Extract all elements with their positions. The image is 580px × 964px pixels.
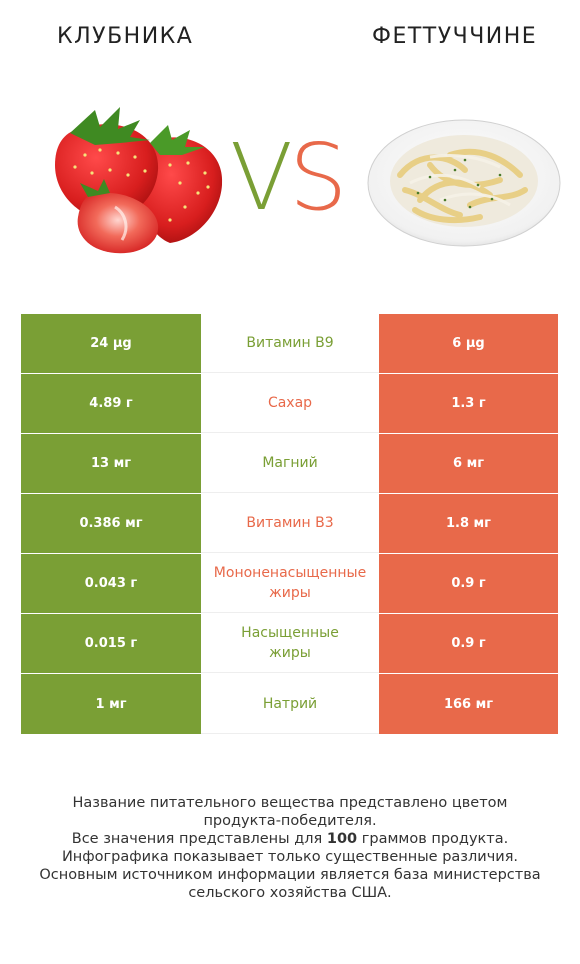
comparison-table: 24 µg Витамин B9 6 µg 4.89 г Сахар 1.3 г… [21, 314, 558, 734]
left-value: 1 мг [21, 674, 201, 734]
left-value: 0.043 г [21, 554, 201, 613]
left-product-title: КЛУБНИКА [57, 24, 194, 49]
footnote-text: Все значения представлены для [71, 831, 327, 847]
nutrient-name: Магний [201, 434, 379, 493]
table-row: 4.89 г Сахар 1.3 г [21, 374, 558, 434]
left-value: 13 мг [21, 434, 201, 493]
table-row: 24 µg Витамин B9 6 µg [21, 314, 558, 374]
versus-label: VS [230, 132, 347, 224]
right-value: 0.9 г [379, 554, 558, 613]
footnote-line: сельского хозяйства США. [188, 885, 392, 901]
footnote-line: Инфографика показывает только существенн… [61, 849, 519, 865]
left-value: 4.89 г [21, 374, 201, 433]
footnote-line: Все значения представлены для 100 граммо… [20, 830, 560, 848]
table-row: 13 мг Магний 6 мг [21, 434, 558, 494]
nutrient-name: Насыщенные жиры [201, 614, 379, 673]
nutrient-name: Натрий [201, 674, 379, 734]
right-value: 6 µg [379, 314, 558, 373]
fettuccine-plate-image [367, 119, 561, 247]
nutrient-name-line1: Насыщенные [241, 625, 339, 641]
right-value: 1.8 мг [379, 494, 558, 553]
table-row: 0.386 мг Витамин B3 1.8 мг [21, 494, 558, 554]
nutrient-name: Сахар [201, 374, 379, 433]
right-product-title: ФЕТТУЧЧИНЕ [372, 24, 538, 49]
vs-s: S [288, 124, 347, 231]
table-row: 1 мг Натрий 166 мг [21, 674, 558, 734]
table-row: 0.043 г Мононенасыщенные жиры 0.9 г [21, 554, 558, 614]
left-value: 0.015 г [21, 614, 201, 673]
right-value: 6 мг [379, 434, 558, 493]
table-row: 0.015 г Насыщенные жиры 0.9 г [21, 614, 558, 674]
right-value: 0.9 г [379, 614, 558, 673]
nutrient-name-line2: жиры [269, 585, 311, 601]
vs-v: V [230, 124, 293, 231]
nutrient-name: Витамин B3 [201, 494, 379, 553]
footnote-amount: 100 [326, 831, 358, 847]
footnote-line: Название питательного вещества представл… [72, 795, 508, 811]
left-value: 0.386 мг [21, 494, 201, 553]
left-value: 24 µg [21, 314, 201, 373]
footnote-line: Основным источником информации является … [39, 867, 541, 883]
nutrient-name: Витамин B9 [201, 314, 379, 373]
footnote-text: граммов продукта. [357, 831, 509, 847]
footnote: Название питательного вещества представл… [20, 794, 560, 902]
strawberry-image [55, 107, 223, 254]
nutrient-name-line2: жиры [269, 645, 311, 661]
right-value: 1.3 г [379, 374, 558, 433]
right-value: 166 мг [379, 674, 558, 734]
hero-illustrations [55, 107, 561, 254]
nutrient-name: Мононенасыщенные жиры [201, 554, 379, 613]
footnote-line: продукта-победителя. [203, 813, 377, 829]
nutrient-name-line1: Мононенасыщенные [213, 565, 367, 581]
